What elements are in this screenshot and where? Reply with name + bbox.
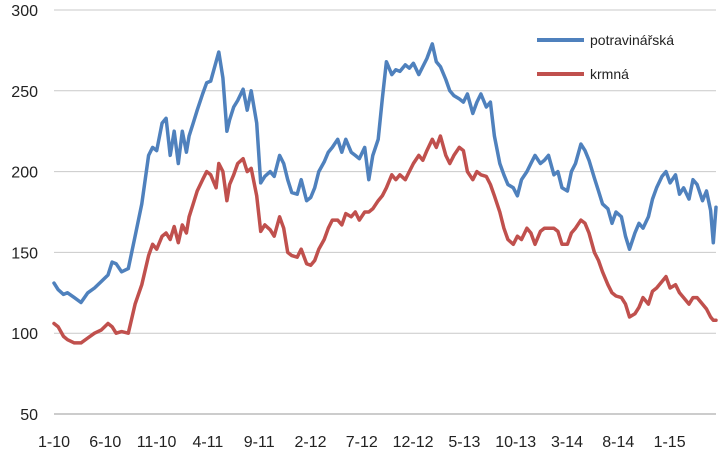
gridlines xyxy=(54,9,716,415)
y-tick-label: 250 xyxy=(11,84,38,101)
series-lines xyxy=(52,42,718,345)
series-line-krmna xyxy=(52,134,718,345)
y-tick-label: 200 xyxy=(11,165,38,182)
x-tick-label: 11-10 xyxy=(137,434,177,451)
y-tick-label: 300 xyxy=(11,3,38,20)
x-tick-label: 4-11 xyxy=(192,434,223,451)
y-tick-label: 50 xyxy=(20,407,38,424)
x-tick-label: 8-14 xyxy=(602,434,634,451)
x-tick-label: 9-11 xyxy=(244,434,275,451)
x-tick-label: 5-13 xyxy=(448,434,480,451)
x-tick-label: 7-12 xyxy=(346,434,378,451)
legend-label-potravinarska: potravinářská xyxy=(590,32,674,48)
x-tick-label: 1-15 xyxy=(654,434,686,451)
x-tick-label: 1-10 xyxy=(38,434,70,451)
x-tick-label: 3-14 xyxy=(551,434,583,451)
x-tick-label: 6-10 xyxy=(89,434,121,451)
x-tick-label: 12-12 xyxy=(393,434,434,451)
y-tick-label: 150 xyxy=(11,245,38,262)
legend-label-krmna: krmná xyxy=(590,66,629,82)
x-tick-label: 10-13 xyxy=(495,434,536,451)
series-line-potravinarska xyxy=(52,42,718,305)
y-tick-label: 100 xyxy=(11,326,38,343)
legend: potravinářská krmná xyxy=(537,32,674,82)
y-axis-tick-labels: 50 100 150 200 250 300 xyxy=(11,3,38,424)
x-axis-tick-labels: 1-10 6-10 11-10 4-11 9-11 2-12 7-12 12-12 5-13 10… xyxy=(38,434,686,451)
x-tick-label: 2-12 xyxy=(294,434,326,451)
